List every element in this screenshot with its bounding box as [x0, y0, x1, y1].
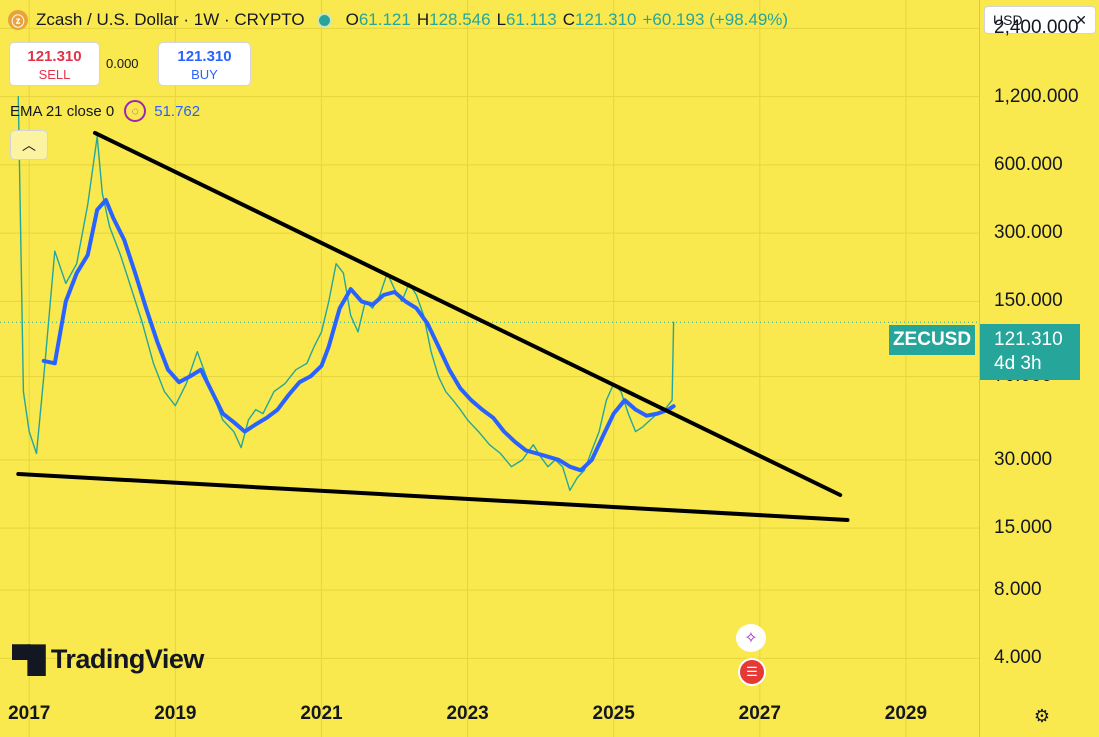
chart-title[interactable]: Zcash / U.S. Dollar · 1W · CRYPTO — [36, 10, 305, 29]
y-tick-label: 2,400.000 — [994, 17, 1079, 39]
loading-icon: ◌ — [124, 100, 147, 122]
ohlc-open-value: 61.121 — [358, 10, 411, 29]
tradingview-logo[interactable]: ▀█ TradingView — [12, 644, 204, 675]
ema-series-line[interactable] — [41, 198, 676, 473]
buy-label: BUY — [191, 67, 218, 82]
sparkle-icon[interactable]: ✧ — [736, 624, 766, 652]
ohlc-close-label: C — [562, 10, 576, 29]
y-tick-label: 1,200.000 — [994, 85, 1079, 107]
ohlc-low-value: 61.113 — [506, 10, 557, 29]
sell-label: SELL — [38, 67, 71, 82]
y-tick-label: 8.000 — [994, 579, 1042, 601]
x-tick-label: 2021 — [300, 703, 343, 724]
collapse-legend-button[interactable]: ︿ — [10, 130, 48, 160]
market-status-dot — [316, 12, 332, 28]
ohlc-open-label: O — [345, 10, 359, 29]
ohlc-high-label: H — [416, 10, 430, 29]
us-flag-icon[interactable]: ☰ — [738, 658, 766, 686]
sell-button[interactable]: 121.310 SELL — [9, 42, 100, 86]
indicator-value: 51.762 — [154, 102, 201, 120]
currency-label: USD — [993, 12, 1023, 28]
y-tick-label: 600.000 — [994, 153, 1063, 175]
y-tick-label: 15.000 — [994, 517, 1053, 539]
buy-button[interactable]: 121.310 BUY — [158, 42, 251, 86]
gear-icon[interactable]: ⚙ — [1033, 705, 1051, 726]
chart-header: ⓩ Zcash / U.S. Dollar · 1W · CRYPTO O 61.… — [8, 8, 788, 32]
ohlc-close-value: 121.310 — [575, 10, 637, 29]
x-tick-label: 2017 — [8, 703, 51, 724]
indicator-legend[interactable]: EMA 21 close 0 ◌ 51.762 — [10, 100, 200, 122]
x-tick-label: 2027 — [738, 703, 781, 724]
chart-series — [16, 95, 850, 522]
last-price-value: 121.310 — [994, 329, 1063, 350]
chart-canvas[interactable] — [0, 0, 979, 737]
bar-countdown: 4d 3h — [994, 353, 1042, 374]
y-tick-label: 150.000 — [994, 290, 1063, 312]
price-change: +60.193 (+98.49%) — [642, 10, 789, 29]
last-price-tag: 121.310 4d 3h — [980, 324, 1080, 380]
x-tick-label: 2029 — [884, 703, 928, 724]
chevron-up-icon: ︿ — [22, 137, 36, 153]
buy-price: 121.310 — [177, 48, 232, 65]
y-tick-label: 300.000 — [994, 222, 1063, 244]
lower-trendline[interactable] — [16, 472, 850, 522]
y-tick-label: 30.000 — [994, 448, 1053, 470]
symbol-price-tag: ZECUSD — [889, 325, 975, 355]
x-tick-label: 2023 — [446, 703, 489, 724]
logo-text: TradingView — [50, 644, 205, 674]
indicator-label: EMA 21 close 0 — [10, 102, 115, 120]
zcash-icon: ⓩ — [8, 10, 28, 30]
ohlc-low-label: L — [496, 10, 507, 29]
y-tick-label: 4.000 — [994, 647, 1042, 669]
x-tick-label: 2025 — [592, 703, 635, 724]
close-icon[interactable]: ✕ — [1075, 11, 1087, 28]
spread-value: 0.000 — [106, 56, 139, 71]
sell-price: 121.310 — [27, 48, 82, 65]
upper-trendline[interactable] — [93, 130, 843, 497]
x-tick-label: 2019 — [154, 703, 197, 724]
ohlc-high-value: 128.546 — [429, 10, 491, 29]
currency-select[interactable]: USD ✕ — [984, 6, 1096, 34]
price-series-line[interactable] — [17, 95, 675, 492]
tradingview-icon: ▀█ — [12, 644, 46, 674]
